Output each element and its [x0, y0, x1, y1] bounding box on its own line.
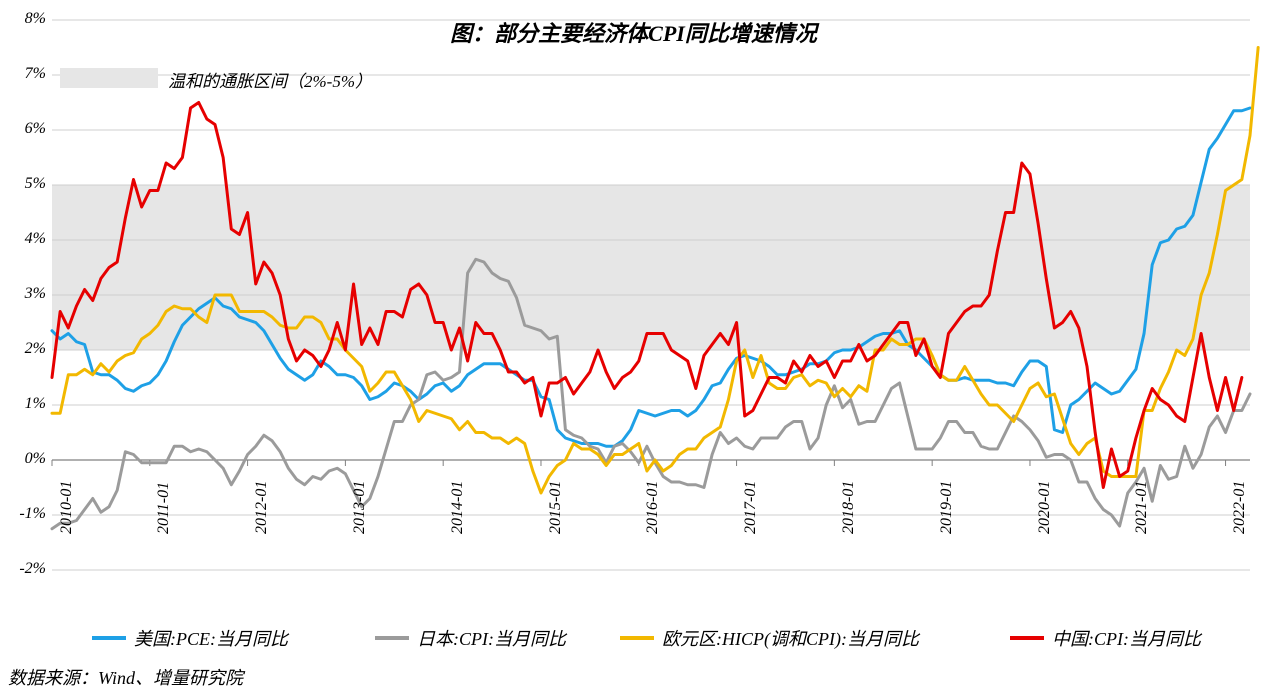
- legend-label: 美国:PCE:当月同比: [134, 625, 288, 651]
- y-tick-label: 0%: [0, 450, 46, 468]
- x-tick-label: 2019-01: [938, 481, 956, 534]
- y-tick-label: 3%: [0, 285, 46, 303]
- legend-swatch: [1010, 636, 1044, 640]
- legend-label: 日本:CPI:当月同比: [417, 625, 566, 651]
- x-tick-label: 2021-01: [1133, 481, 1151, 534]
- x-tick-label: 2014-01: [449, 481, 467, 534]
- legend-swatch: [620, 636, 654, 640]
- y-tick-label: 7%: [0, 65, 46, 83]
- data-source: 数据来源：Wind、增量研究院: [8, 664, 243, 690]
- chart-root: 图：部分主要经济体CPI同比增速情况 -2%-1%0%1%2%3%4%5%6%7…: [0, 0, 1267, 697]
- x-tick-label: 2010-01: [58, 481, 76, 534]
- y-tick-label: 6%: [0, 120, 46, 138]
- x-tick-label: 2017-01: [742, 481, 760, 534]
- legend-swatch: [375, 636, 409, 640]
- y-tick-label: 5%: [0, 175, 46, 193]
- shade-legend-text: 温和的通胀区间（2%-5%）: [168, 67, 372, 92]
- x-tick-label: 2016-01: [644, 481, 662, 534]
- y-tick-label: -1%: [0, 505, 46, 523]
- legend-label: 中国:CPI:当月同比: [1052, 625, 1201, 651]
- legend-item-us: 美国:PCE:当月同比: [92, 625, 288, 651]
- x-tick-label: 2015-01: [547, 481, 565, 534]
- y-tick-label: -2%: [0, 560, 46, 578]
- x-tick-label: 2022-01: [1231, 481, 1249, 534]
- x-tick-label: 2018-01: [840, 481, 858, 534]
- x-tick-label: 2012-01: [253, 481, 271, 534]
- legend-swatch: [92, 636, 126, 640]
- x-tick-label: 2011-01: [155, 482, 173, 534]
- x-tick-label: 2013-01: [351, 481, 369, 534]
- inflation-band: [52, 185, 1250, 350]
- y-tick-label: 8%: [0, 10, 46, 28]
- y-tick-label: 2%: [0, 340, 46, 358]
- plot-area: [0, 0, 1267, 697]
- shade-legend-swatch: [60, 68, 158, 88]
- y-tick-label: 1%: [0, 395, 46, 413]
- legend-item-eu: 欧元区:HICP(调和CPI):当月同比: [620, 625, 919, 651]
- legend-item-jp: 日本:CPI:当月同比: [375, 625, 566, 651]
- y-tick-label: 4%: [0, 230, 46, 248]
- legend-label: 欧元区:HICP(调和CPI):当月同比: [662, 625, 919, 651]
- x-tick-label: 2020-01: [1036, 481, 1054, 534]
- legend-item-cn: 中国:CPI:当月同比: [1010, 625, 1201, 651]
